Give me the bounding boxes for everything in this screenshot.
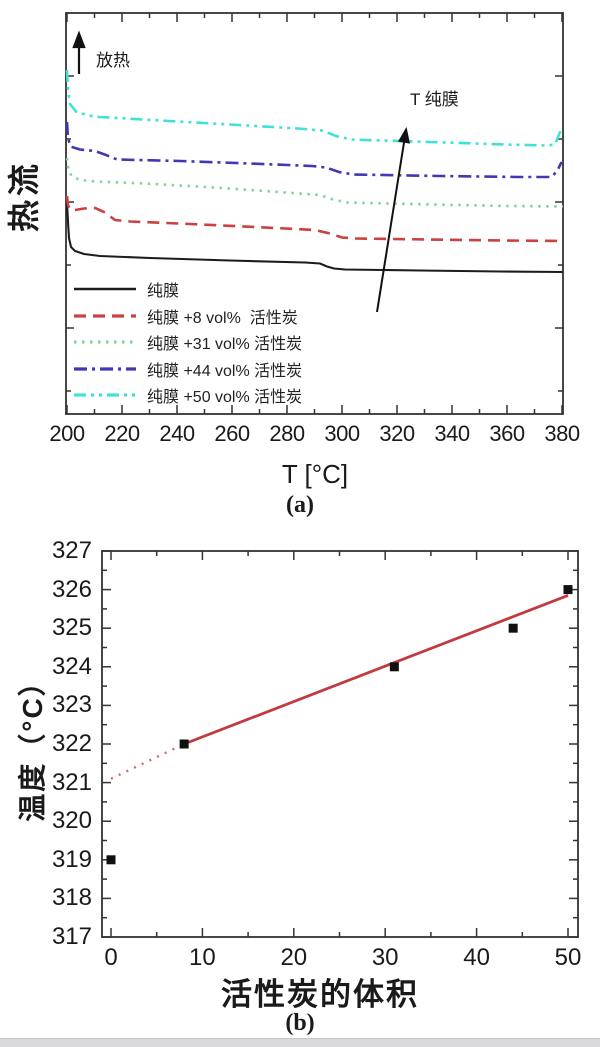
caption-b: (b) <box>285 1010 315 1036</box>
legend-label: 纯膜 <box>147 283 180 301</box>
data-point-marker <box>179 739 189 749</box>
transition-annotation: T 纯膜 <box>410 90 459 109</box>
x-tick-label: 260 <box>214 421 250 446</box>
x-tick-label: 340 <box>434 421 470 446</box>
bottom-divider <box>0 1038 600 1047</box>
y-tick-label: 321 <box>51 768 92 796</box>
curve-series-4 <box>65 69 562 147</box>
legend-label: 纯膜 +8 vol% 活性炭 <box>147 309 298 327</box>
y-tick-label: 318 <box>51 884 92 912</box>
legend-item: 纯膜 +50 vol% 活性炭 <box>73 382 302 409</box>
x-tick-label: 240 <box>159 421 195 446</box>
y-tick-label: 326 <box>51 575 92 603</box>
axis-ticks-b <box>102 550 578 938</box>
axis-ticks-a <box>66 13 563 414</box>
caption-a: (a) <box>286 492 314 518</box>
y-tick-label: 320 <box>51 807 92 835</box>
curve-series-3 <box>65 121 563 179</box>
y-tick-label: 317 <box>51 923 92 950</box>
x-tick-label: 50 <box>554 944 582 971</box>
fit-line-solid <box>183 594 569 746</box>
curve-series-1 <box>65 195 564 243</box>
x-tick-label: 380 <box>544 421 580 446</box>
fit-line-dotted-extrapolation <box>110 742 185 780</box>
legend-label: 纯膜 +50 vol% 活性炭 <box>147 389 303 407</box>
curve-series-0 <box>65 202 564 274</box>
legend-label: 纯膜 +44 vol% 活性炭 <box>147 362 303 380</box>
panel-b-plot <box>101 550 579 938</box>
legend-item: 纯膜 <box>73 276 302 303</box>
x-tick-label: 20 <box>280 944 308 971</box>
data-point-marker <box>106 855 116 865</box>
panel-a: 热流 T [°C] 放热 T 纯膜 纯膜纯膜 +8 vol% 活性炭 纯膜 +31… <box>6 12 580 518</box>
transition-trend-arrow-icon <box>376 126 410 313</box>
y-tick-label: 324 <box>51 652 92 680</box>
x-tick-label: 280 <box>269 421 305 446</box>
legend-item: 纯膜 +31 vol% 活性炭 <box>73 329 302 356</box>
x-tick-label: 300 <box>324 421 360 446</box>
panel-a-y-axis-label: 热流 <box>6 159 42 233</box>
fit-lines <box>110 594 569 780</box>
legend: 纯膜纯膜 +8 vol% 活性炭 纯膜 +31 vol% 活性炭 纯膜 +44 vo… <box>73 276 302 409</box>
legend-item: 纯膜 +8 vol% 活性炭 <box>73 303 302 330</box>
dsc-curves <box>65 69 564 274</box>
legend-swatch-icon <box>74 340 136 344</box>
x-tick-label: 40 <box>463 944 490 971</box>
plot-frame-b <box>101 550 579 938</box>
x-tick-label: 200 <box>49 421 85 446</box>
panel-a-plot <box>65 12 564 415</box>
x-tick-label: 30 <box>371 944 399 971</box>
legend-label: 纯膜 +31 vol% 活性炭 <box>147 336 303 354</box>
legend-swatch-icon <box>74 314 136 318</box>
exothermic-annotation: 放热 <box>96 51 130 70</box>
x-tick-label: 10 <box>189 944 216 971</box>
x-tick-label: 220 <box>104 421 140 446</box>
data-points <box>106 585 573 865</box>
legend-swatch-icon <box>74 288 136 291</box>
legend-swatch-icon <box>74 367 136 371</box>
x-tick-label: 0 <box>104 944 118 971</box>
y-tick-label: 323 <box>51 691 92 719</box>
legend-swatch-icon <box>74 393 136 397</box>
y-tick-label: 322 <box>51 730 92 757</box>
x-tick-label: 320 <box>379 421 415 446</box>
data-point-marker <box>389 662 399 672</box>
data-point-marker <box>508 623 518 633</box>
y-tick-label: 319 <box>51 845 92 873</box>
legend-item: 纯膜 +44 vol% 活性炭 <box>73 356 302 383</box>
data-point-marker <box>563 585 573 595</box>
y-tick-label: 327 <box>51 537 92 564</box>
panel-b-x-axis-label: 活性炭的体积 <box>221 977 419 1012</box>
panel-b: 温度（°C） 活性炭的体积 (b) 0 10 20 30 40 50 317 318 319 32… <box>0 525 600 1047</box>
x-tick-label: 360 <box>489 421 525 446</box>
y-tick-label: 325 <box>51 614 92 642</box>
panel-a-x-axis-label: T [°C] <box>281 459 349 489</box>
